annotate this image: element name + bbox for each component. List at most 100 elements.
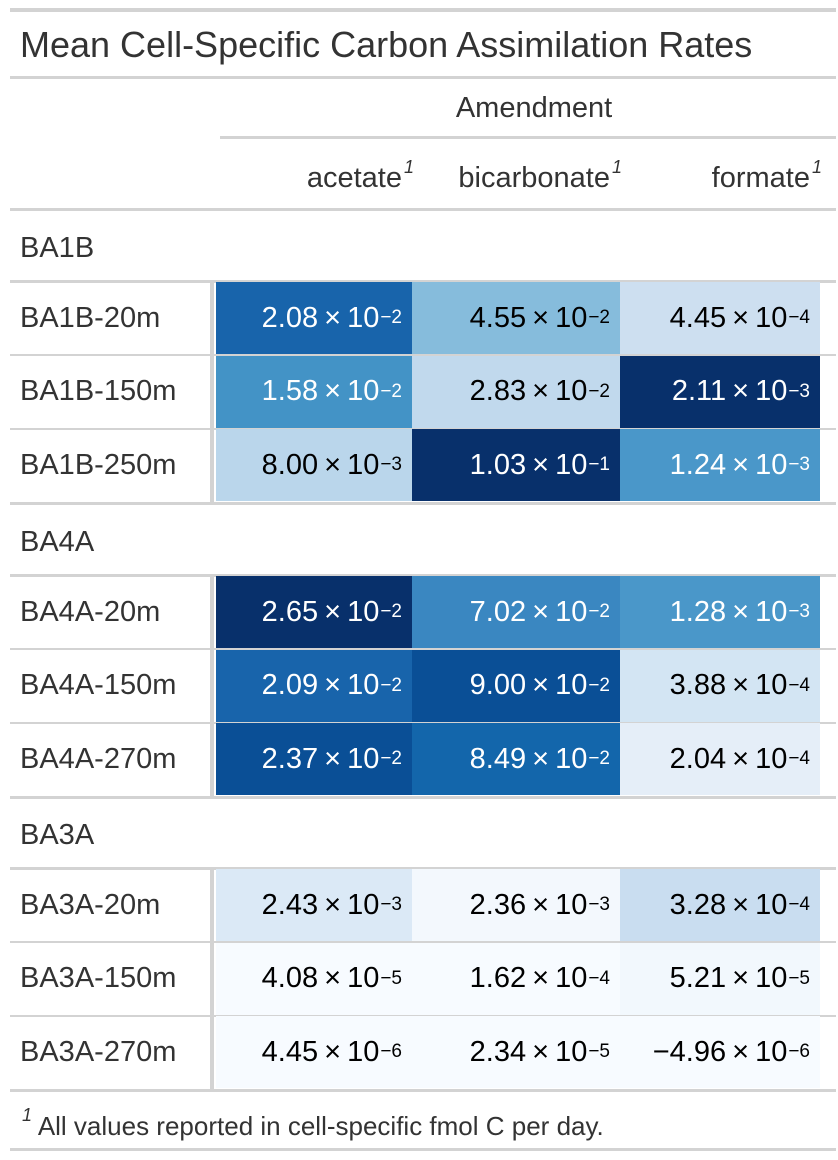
column-header-label: formate xyxy=(711,162,810,194)
row-label: BA1B-20m xyxy=(20,301,161,334)
value-cell-acetate: 4.08 × 10 −5 xyxy=(216,942,412,1015)
row-group-label: BA1B xyxy=(20,232,95,264)
exponent-base: 10 xyxy=(755,1035,788,1068)
exponent-base: 10 xyxy=(555,375,588,407)
value-cell-bicarbonate: 7.02 × 10 −2 xyxy=(412,576,620,648)
exponent-base: 10 xyxy=(555,888,588,921)
exponent-base: 10 xyxy=(555,448,588,481)
group-end-rule xyxy=(10,795,836,799)
value-cell-acetate: 2.08 × 10 −2 xyxy=(216,282,412,354)
mantissa: 1.58 xyxy=(261,375,319,407)
times-sign: × xyxy=(732,742,750,775)
exponent-base: 10 xyxy=(555,669,588,701)
table-bottom-border xyxy=(10,1148,836,1151)
mantissa: 2.04 xyxy=(669,742,727,775)
mantissa: 9.00 xyxy=(469,669,527,701)
mantissa: 4.55 xyxy=(469,301,527,334)
value-cell-acetate: 2.09 × 10 −2 xyxy=(216,649,412,722)
stub-rule xyxy=(210,869,214,1090)
row-label: BA3A-150m xyxy=(20,962,177,994)
mantissa: 4.45 xyxy=(261,1035,319,1068)
mantissa: 2.34 xyxy=(469,1035,527,1068)
times-sign: × xyxy=(732,375,750,407)
times-sign: × xyxy=(732,669,750,701)
mantissa: −4.96 xyxy=(652,1035,727,1068)
times-sign: × xyxy=(532,1035,550,1068)
value-cell-acetate: 2.43 × 10 −3 xyxy=(216,869,412,941)
times-sign: × xyxy=(532,448,550,481)
value-cell-acetate: 2.37 × 10 −2 xyxy=(216,723,412,795)
times-sign: × xyxy=(324,595,342,628)
value-cell-formate: 4.45 × 10 −4 xyxy=(620,282,820,354)
times-sign: × xyxy=(324,375,342,407)
header-rule xyxy=(10,208,836,211)
value-cell-acetate: 2.65 × 10 −2 xyxy=(216,576,412,648)
exponent-base: 10 xyxy=(347,742,380,775)
row-label: BA3A-270m xyxy=(20,1035,177,1068)
group-rule xyxy=(10,867,836,870)
footnote-mark: 1 xyxy=(403,157,414,177)
group-rule xyxy=(10,574,836,577)
times-sign: × xyxy=(324,448,342,481)
row-label: BA1B-150m xyxy=(20,375,177,407)
value-cell-bicarbonate: 8.49 × 10 −2 xyxy=(412,723,620,795)
value-cell-formate: −4.96 × 10 −6 xyxy=(620,1016,820,1088)
row-rule xyxy=(10,1014,836,1017)
mantissa: 2.83 xyxy=(469,375,527,407)
value-cell-formate: 5.21 × 10 −5 xyxy=(620,942,820,1015)
value-cell-formate: 1.28 × 10 −3 xyxy=(620,576,820,648)
row-rule xyxy=(10,354,836,356)
row-label: BA3A-20m xyxy=(20,888,161,921)
mantissa: 4.45 xyxy=(669,301,727,334)
exponent-base: 10 xyxy=(755,962,788,994)
exponent-base: 10 xyxy=(555,1035,588,1068)
value-cell-acetate: 8.00 × 10 −3 xyxy=(216,429,412,501)
value-cell-acetate: 4.45 × 10 −6 xyxy=(216,1016,412,1088)
times-sign: × xyxy=(532,962,550,994)
times-sign: × xyxy=(324,742,342,775)
stub-rule xyxy=(210,576,214,797)
mantissa: 2.36 xyxy=(469,888,527,921)
row-label: BA1B-250m xyxy=(20,448,177,481)
value-cell-bicarbonate: 2.36 × 10 −3 xyxy=(412,869,620,941)
times-sign: × xyxy=(324,962,342,994)
spanner-label: Amendment xyxy=(455,92,613,124)
times-sign: × xyxy=(324,1035,342,1068)
times-sign: × xyxy=(324,669,342,701)
exponent-base: 10 xyxy=(755,301,788,334)
mantissa: 2.43 xyxy=(261,888,319,921)
mantissa: 2.65 xyxy=(261,595,319,628)
times-sign: × xyxy=(324,888,342,921)
exponent-base: 10 xyxy=(347,962,380,994)
exponent-base: 10 xyxy=(555,742,588,775)
times-sign: × xyxy=(732,888,750,921)
times-sign: × xyxy=(532,375,550,407)
value-cell-formate: 1.24 × 10 −3 xyxy=(620,429,820,501)
times-sign: × xyxy=(532,301,550,334)
times-sign: × xyxy=(532,742,550,775)
row-rule xyxy=(10,941,836,943)
value-cell-bicarbonate: 2.34 × 10 −5 xyxy=(412,1016,620,1088)
footnote-mark: 1 xyxy=(611,157,622,177)
group-rule xyxy=(10,280,836,283)
value-cell-formate: 3.28 × 10 −4 xyxy=(620,869,820,941)
value-cell-bicarbonate: 1.03 × 10 −1 xyxy=(412,429,620,501)
mantissa: 5.21 xyxy=(669,962,727,994)
exponent-base: 10 xyxy=(755,375,788,407)
value-cell-formate: 2.11 × 10 −3 xyxy=(620,355,820,428)
group-end-rule xyxy=(10,1088,836,1092)
value-cell-bicarbonate: 2.83 × 10 −2 xyxy=(412,355,620,428)
mantissa: 1.62 xyxy=(469,962,527,994)
footnote-mark: 1 xyxy=(22,1105,33,1125)
value-cell-acetate: 1.58 × 10 −2 xyxy=(216,355,412,428)
row-label: BA4A-150m xyxy=(20,669,177,701)
mantissa: 3.88 xyxy=(669,669,727,701)
times-sign: × xyxy=(324,301,342,334)
exponent-base: 10 xyxy=(347,375,380,407)
table-title: Mean Cell-Specific Carbon Assimilation R… xyxy=(20,24,753,65)
column-header-label: acetate xyxy=(306,162,402,194)
mantissa: 3.28 xyxy=(669,888,727,921)
times-sign: × xyxy=(732,595,750,628)
mantissa: 4.08 xyxy=(261,962,319,994)
mantissa: 1.24 xyxy=(669,448,727,481)
